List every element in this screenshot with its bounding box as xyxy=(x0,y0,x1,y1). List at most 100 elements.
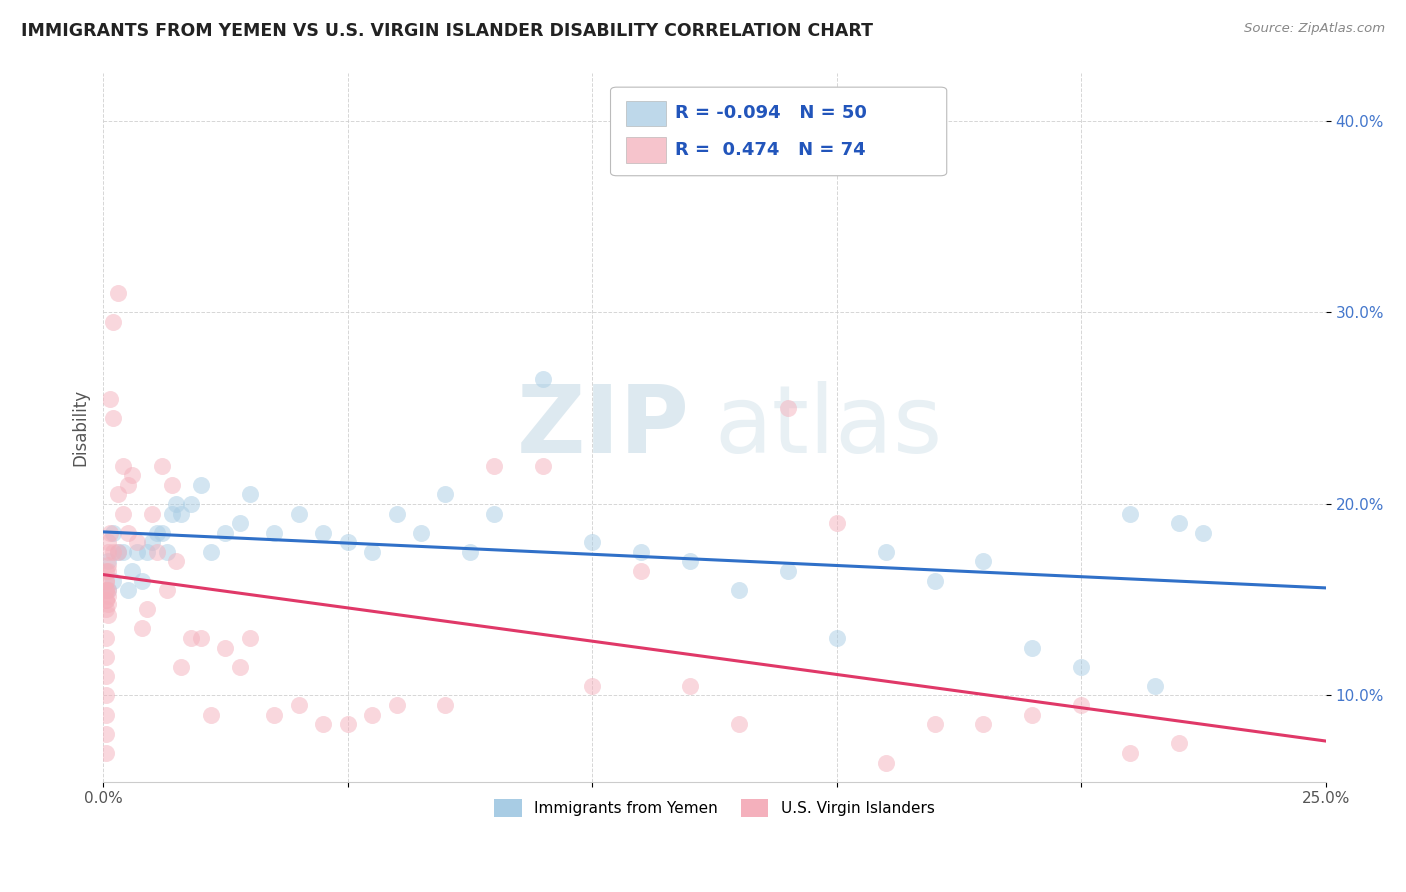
Point xyxy=(107,487,129,501)
Point xyxy=(1192,525,1215,540)
Point xyxy=(100,525,122,540)
Text: ZIP: ZIP xyxy=(517,381,690,474)
Point xyxy=(150,525,173,540)
Point xyxy=(117,583,139,598)
Point xyxy=(728,717,751,731)
Point xyxy=(101,525,124,540)
Point xyxy=(127,545,149,559)
Point xyxy=(170,507,193,521)
FancyBboxPatch shape xyxy=(627,137,665,163)
Point xyxy=(728,583,751,598)
Point xyxy=(94,602,117,616)
Point xyxy=(107,286,129,301)
Point xyxy=(484,458,506,473)
Point xyxy=(170,659,193,673)
Point xyxy=(121,468,143,483)
Text: R =  0.474   N = 74: R = 0.474 N = 74 xyxy=(675,141,866,160)
Point xyxy=(97,554,120,568)
Point xyxy=(287,507,309,521)
Point xyxy=(97,564,120,578)
Point xyxy=(131,574,153,588)
Point xyxy=(263,525,285,540)
Point xyxy=(97,589,120,603)
Point xyxy=(180,631,202,645)
Point xyxy=(972,717,994,731)
Text: atlas: atlas xyxy=(714,381,942,474)
Point xyxy=(263,707,285,722)
Point xyxy=(336,717,359,731)
Point xyxy=(229,659,252,673)
Point xyxy=(101,410,124,425)
Point xyxy=(111,458,134,473)
Point xyxy=(336,535,359,549)
Legend: Immigrants from Yemen, U.S. Virgin Islanders: Immigrants from Yemen, U.S. Virgin Islan… xyxy=(486,791,942,825)
Point xyxy=(97,535,120,549)
Point xyxy=(630,545,652,559)
Point xyxy=(136,602,159,616)
Point xyxy=(166,497,188,511)
Point xyxy=(150,458,173,473)
Point xyxy=(94,583,117,598)
Point xyxy=(141,535,163,549)
Point xyxy=(1119,507,1142,521)
Point xyxy=(107,545,129,559)
Point xyxy=(484,507,506,521)
Point xyxy=(409,525,432,540)
Point xyxy=(141,507,163,521)
Point xyxy=(94,574,117,588)
Point xyxy=(156,583,179,598)
Point xyxy=(131,622,153,636)
Point xyxy=(97,597,120,611)
Point xyxy=(97,583,120,598)
Point xyxy=(581,679,603,693)
Point xyxy=(679,554,702,568)
Point xyxy=(166,554,188,568)
Point xyxy=(1143,679,1166,693)
Point xyxy=(385,507,408,521)
Point xyxy=(97,545,120,559)
Point xyxy=(458,545,481,559)
Point xyxy=(111,507,134,521)
Point xyxy=(200,545,222,559)
Point xyxy=(94,592,117,607)
Point xyxy=(875,545,897,559)
Point xyxy=(94,631,117,645)
Point xyxy=(156,545,179,559)
Point xyxy=(1021,707,1043,722)
Point xyxy=(97,558,120,573)
Point xyxy=(127,535,149,549)
Point xyxy=(1070,659,1092,673)
Point xyxy=(1168,516,1191,530)
Point xyxy=(160,477,183,491)
Point xyxy=(146,525,169,540)
Point xyxy=(214,525,236,540)
Point xyxy=(101,574,124,588)
FancyBboxPatch shape xyxy=(627,101,665,126)
Text: R = -0.094   N = 50: R = -0.094 N = 50 xyxy=(675,104,868,122)
Point xyxy=(1168,736,1191,750)
Point xyxy=(121,564,143,578)
Point xyxy=(924,574,946,588)
Point xyxy=(146,545,169,559)
Point xyxy=(97,607,120,622)
Point xyxy=(229,516,252,530)
Point xyxy=(776,401,799,416)
Point xyxy=(531,372,554,386)
Point xyxy=(100,392,122,406)
Y-axis label: Disability: Disability xyxy=(72,389,89,466)
Point xyxy=(924,717,946,731)
Point xyxy=(581,535,603,549)
Point xyxy=(531,458,554,473)
Point xyxy=(875,756,897,770)
Point xyxy=(94,746,117,760)
Point xyxy=(190,477,212,491)
Point xyxy=(94,592,117,607)
Point xyxy=(1021,640,1043,655)
Point xyxy=(136,545,159,559)
Point xyxy=(825,631,848,645)
FancyBboxPatch shape xyxy=(610,87,946,176)
Point xyxy=(117,477,139,491)
Point xyxy=(214,640,236,655)
Point xyxy=(287,698,309,712)
Point xyxy=(972,554,994,568)
